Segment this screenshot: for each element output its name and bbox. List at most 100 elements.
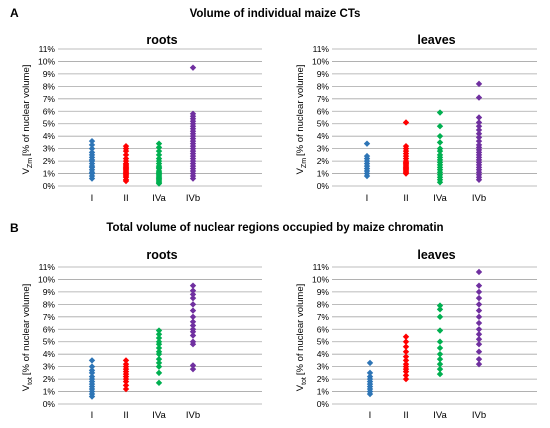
y-tick-label: 6%	[317, 106, 330, 116]
data-point-iva	[155, 348, 163, 355]
y-axis-label-main: V	[21, 167, 32, 174]
data-point-ivb	[189, 294, 197, 302]
data-point-iva	[436, 109, 444, 116]
data-point-ivb	[475, 288, 483, 296]
data-point-iva	[436, 123, 444, 130]
data-point-ivb	[189, 313, 197, 321]
y-tick-label: 4%	[317, 131, 330, 141]
data-point-ivb	[475, 80, 483, 88]
y-tick-label: 4%	[43, 349, 56, 359]
x-tick-label: IVb	[186, 193, 200, 204]
y-axis-label: VZm [% of nuclear volume]	[21, 65, 34, 175]
data-point-ivb	[475, 94, 483, 101]
data-point-iva	[436, 365, 444, 373]
y-tick-label: 0%	[43, 399, 56, 409]
y-axis-label-rest: [% of nuclear volume]	[295, 284, 306, 375]
x-tick-label: IVb	[472, 193, 486, 204]
data-point-ii	[402, 348, 410, 355]
y-tick-label: 4%	[317, 349, 330, 359]
data-point-ivb	[189, 332, 197, 339]
y-axis-label: Vtot [% of nuclear volume]	[21, 284, 34, 392]
x-tick-label: IVa	[152, 410, 166, 421]
chart-title: leaves	[417, 33, 455, 47]
y-tick-label: 5%	[317, 337, 330, 347]
data-point-ivb	[189, 64, 197, 71]
y-tick-label: 9%	[317, 287, 330, 297]
data-point-iva	[436, 139, 444, 146]
x-tick-label: II	[123, 193, 128, 204]
data-point-ii	[402, 372, 410, 379]
data-point-iva	[155, 369, 163, 377]
data-point-iva	[155, 344, 163, 352]
x-tick-label: I	[91, 193, 94, 204]
data-point-ii	[122, 357, 130, 364]
chart-title: leaves	[417, 248, 455, 262]
y-tick-label: 1%	[317, 387, 330, 397]
y-tick-label: 11%	[39, 262, 56, 272]
y-axis-label-sub: Zm	[27, 158, 34, 168]
data-point-ii	[122, 385, 130, 393]
data-point-ii	[122, 360, 130, 368]
data-point-ii	[402, 375, 410, 383]
data-point-iva	[155, 327, 163, 334]
data-point-iva	[155, 151, 163, 159]
chart-title: roots	[146, 33, 177, 47]
y-tick-label: 4%	[43, 131, 56, 141]
data-point-iva	[436, 132, 444, 140]
data-point-i	[88, 137, 96, 145]
data-point-iva	[436, 145, 444, 152]
section-a-title: Volume of individual maize CTs	[189, 8, 361, 20]
y-axis-label: Vtot [% of nuclear volume]	[295, 284, 308, 392]
data-point-ivb	[475, 360, 483, 368]
data-point-iva	[436, 327, 444, 334]
data-point-iva	[155, 155, 163, 162]
data-point-iva	[436, 306, 444, 313]
data-point-ivb	[475, 137, 483, 145]
y-tick-label: 2%	[317, 156, 330, 166]
y-tick-label: 1%	[43, 169, 56, 179]
data-point-ivb	[475, 126, 483, 134]
data-point-ivb	[475, 130, 483, 137]
y-tick-label: 10%	[312, 274, 329, 284]
data-point-ivb	[189, 322, 197, 329]
data-point-i	[366, 369, 374, 377]
data-point-ivb	[475, 326, 483, 333]
chart-title: roots	[146, 248, 177, 262]
data-point-ivb	[475, 307, 483, 314]
data-point-iva	[155, 147, 163, 155]
y-tick-label: 5%	[43, 337, 56, 347]
data-point-ivb	[475, 114, 483, 121]
data-point-i	[88, 363, 96, 370]
data-point-iva	[436, 151, 444, 159]
data-point-ii	[402, 338, 410, 345]
y-tick-label: 6%	[43, 324, 56, 334]
data-point-ivb	[189, 301, 197, 308]
data-point-iva	[155, 379, 163, 387]
data-point-i	[363, 152, 371, 160]
y-tick-label: 8%	[317, 81, 330, 91]
y-axis-label-rest: [% of nuclear volume]	[21, 284, 32, 375]
y-tick-label: 0%	[317, 181, 330, 191]
y-tick-label: 5%	[43, 119, 56, 129]
data-point-ivb	[189, 365, 197, 373]
section-b-title: Total volume of nuclear regions occupied…	[106, 222, 444, 234]
y-tick-label: 0%	[317, 399, 330, 409]
data-point-ii	[402, 142, 410, 150]
y-axis-label: VZm [% of nuclear volume]	[295, 65, 308, 175]
y-tick-label: 3%	[43, 144, 56, 154]
data-point-ivb	[189, 362, 197, 369]
data-point-ivb	[189, 326, 197, 333]
data-point-iva	[436, 344, 444, 352]
y-tick-label: 9%	[43, 69, 56, 79]
y-tick-label: 10%	[38, 56, 55, 66]
y-tick-label: 1%	[43, 387, 56, 397]
data-point-ii	[402, 343, 410, 350]
y-tick-label: 11%	[313, 44, 330, 54]
x-tick-label: I	[366, 193, 369, 204]
y-tick-label: 6%	[43, 106, 56, 116]
data-point-iva	[155, 359, 163, 367]
y-tick-label: 2%	[317, 374, 330, 384]
data-point-i	[366, 359, 374, 367]
